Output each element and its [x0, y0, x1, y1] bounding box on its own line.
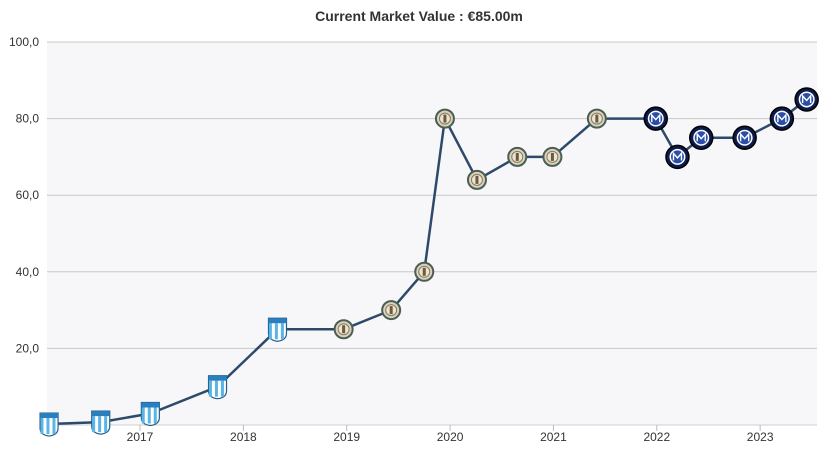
x-tick-label: 2017: [127, 430, 154, 444]
data-point-marker[interactable]: [414, 261, 435, 282]
data-point-marker[interactable]: [794, 87, 819, 112]
x-tick-label: 2018: [230, 430, 257, 444]
x-axis-ticks: 2017 2018 2019 2020 2021 2022 2023: [127, 425, 774, 444]
data-point-marker[interactable]: [381, 300, 402, 321]
data-markers: [39, 87, 819, 437]
data-point-marker[interactable]: [267, 317, 288, 342]
chart-title: Current Market Value : €85.00m: [315, 8, 523, 24]
data-point-marker[interactable]: [434, 108, 455, 129]
x-tick-label: 2022: [643, 430, 670, 444]
y-tick-label: 20,0: [16, 341, 40, 355]
plot-area: [47, 42, 817, 425]
data-point-marker[interactable]: [507, 146, 528, 167]
gridlines: [47, 41, 817, 426]
x-tick-label: 2019: [333, 430, 360, 444]
x-tick-label: 2021: [540, 430, 567, 444]
data-point-marker[interactable]: [466, 169, 487, 190]
data-point-marker[interactable]: [140, 401, 160, 427]
data-point-marker[interactable]: [207, 375, 228, 400]
y-axis-ticks: 20,0 40,0 60,0 80,0 100,0: [9, 35, 39, 355]
data-point-marker[interactable]: [769, 106, 795, 131]
data-point-marker[interactable]: [643, 106, 669, 131]
x-tick-label: 2023: [747, 430, 774, 444]
data-point-marker[interactable]: [732, 125, 757, 150]
data-point-marker[interactable]: [91, 410, 111, 435]
y-tick-label: 60,0: [16, 188, 40, 202]
y-tick-label: 40,0: [16, 265, 40, 279]
data-point-marker[interactable]: [333, 319, 354, 340]
data-point-marker[interactable]: [586, 108, 607, 129]
data-point-marker[interactable]: [542, 146, 563, 167]
x-tick-label: 2020: [437, 430, 464, 444]
data-point-marker[interactable]: [688, 125, 714, 150]
data-point-marker[interactable]: [665, 144, 690, 170]
y-tick-label: 100,0: [9, 35, 39, 49]
y-tick-label: 80,0: [16, 112, 40, 126]
data-point-marker[interactable]: [39, 412, 59, 437]
